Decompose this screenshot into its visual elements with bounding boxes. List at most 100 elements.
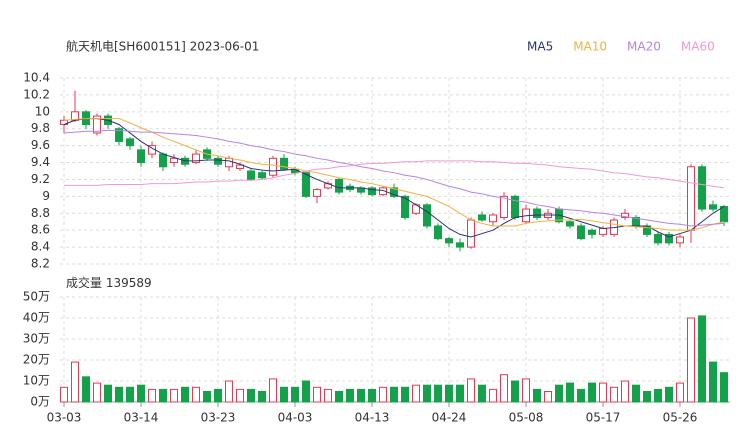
x-tick-label: 04-24: [432, 411, 467, 425]
volume-bar: [456, 384, 464, 403]
ma-line: [63, 129, 725, 227]
candle-body: [467, 219, 475, 248]
volume-bar: [511, 380, 519, 403]
candle-body: [720, 206, 728, 223]
volume-label: 成交量: [66, 275, 102, 290]
volume-bar: [533, 388, 541, 403]
y-tick-label: 8.2: [31, 257, 50, 271]
volume-bar: [335, 391, 343, 403]
chart-title: 航天机电[SH600151] 2023-06-01: [66, 39, 259, 54]
volume-bar: [555, 384, 563, 403]
x-tick-label: 04-13: [355, 411, 390, 425]
volume-latest: 139589: [106, 276, 152, 290]
y-tick-label: 8.4: [31, 240, 50, 254]
volume-bar: [269, 378, 277, 403]
candle-body: [478, 214, 486, 221]
candle-body: [126, 138, 134, 147]
ma-line: [64, 160, 725, 189]
volume-bar: [500, 374, 508, 403]
y-tick-label: 40万: [23, 311, 50, 325]
volume-bar: [720, 372, 728, 403]
candle-body: [115, 128, 123, 142]
candle-body: [698, 166, 706, 210]
legend: MA5 MA10 MA20 MA60: [527, 40, 715, 54]
candle-body: [214, 157, 222, 165]
volume-bar: [291, 386, 299, 403]
y-tick-label: 30万: [23, 332, 50, 346]
x-tick-label: 04-03: [278, 411, 313, 425]
volume-bar: [236, 388, 244, 403]
y-tick-label: 9.6: [31, 138, 50, 152]
y-tick-label: 9.8: [31, 121, 50, 135]
volume-bar: [137, 384, 145, 403]
volume-bar: [489, 388, 497, 403]
candle-body: [368, 187, 376, 196]
candle-body: [302, 172, 310, 197]
volume-bar: [71, 361, 79, 403]
volume-bar: [302, 380, 310, 403]
volume-bar: [82, 376, 90, 403]
candle-body: [676, 236, 684, 244]
y-tick-label: 9: [42, 189, 50, 203]
volume-bar: [115, 386, 123, 403]
candle-body: [390, 187, 398, 197]
volume-bar: [434, 384, 442, 403]
volume-bar: [368, 388, 376, 403]
candle-body: [236, 164, 244, 169]
volume-title: 成交量 139589: [66, 275, 152, 290]
y-tick-label: 10: [35, 104, 50, 118]
ma-line: [63, 118, 725, 231]
y-tick-label: 20万: [23, 353, 50, 367]
volume-bar: [665, 386, 673, 403]
volume-bar: [93, 382, 101, 403]
volume-bar: [423, 384, 431, 403]
candle-body: [687, 166, 695, 231]
y-tick-label: 9.4: [31, 155, 50, 169]
volume-bar: [577, 388, 585, 403]
volume-bar: [170, 388, 178, 403]
y-tick-label: 9.2: [31, 172, 50, 186]
x-tick-label: 05-17: [586, 411, 621, 425]
volume-bar: [379, 386, 387, 403]
candle-body: [599, 227, 607, 235]
volume-bar: [676, 382, 684, 403]
volume-bar: [566, 382, 574, 403]
candle-body: [313, 189, 321, 197]
legend-entry: MA60: [681, 40, 715, 54]
volume-bar: [181, 386, 189, 403]
y-tick-label: 10万: [23, 374, 50, 388]
candle-body: [159, 153, 167, 168]
volume-bar: [214, 388, 222, 403]
candle-body: [335, 178, 343, 193]
candle-body: [225, 157, 233, 168]
legend-entry: MA5: [527, 40, 553, 54]
y-tick-label: 8.6: [31, 223, 50, 237]
candle-body: [566, 221, 574, 227]
candle-body: [93, 115, 101, 134]
candle-body: [577, 225, 585, 240]
volume-bar: [192, 386, 200, 403]
volume-bar: [280, 386, 288, 403]
candle-body: [401, 195, 409, 218]
candle-body: [423, 204, 431, 227]
volume-bar: [225, 380, 233, 403]
candle-body: [170, 157, 178, 164]
volume-bar: [621, 380, 629, 403]
candle-body: [247, 170, 255, 180]
volume-bar: [698, 315, 706, 403]
volume-bar: [412, 384, 420, 403]
volume-bar: [544, 391, 552, 403]
volume-bar: [346, 388, 354, 403]
volume-bar: [522, 378, 530, 403]
volume-bar: [687, 317, 695, 403]
volume-bar: [632, 384, 640, 403]
x-tick-label: 03-03: [47, 411, 82, 425]
ma-line: [63, 118, 725, 238]
candle-body: [445, 238, 453, 244]
candle-body: [665, 233, 673, 244]
volume-bar: [610, 386, 618, 403]
y-tick-label: 0万: [30, 395, 50, 409]
x-tick-label: 05-08: [509, 411, 544, 425]
candle-body: [588, 229, 596, 235]
